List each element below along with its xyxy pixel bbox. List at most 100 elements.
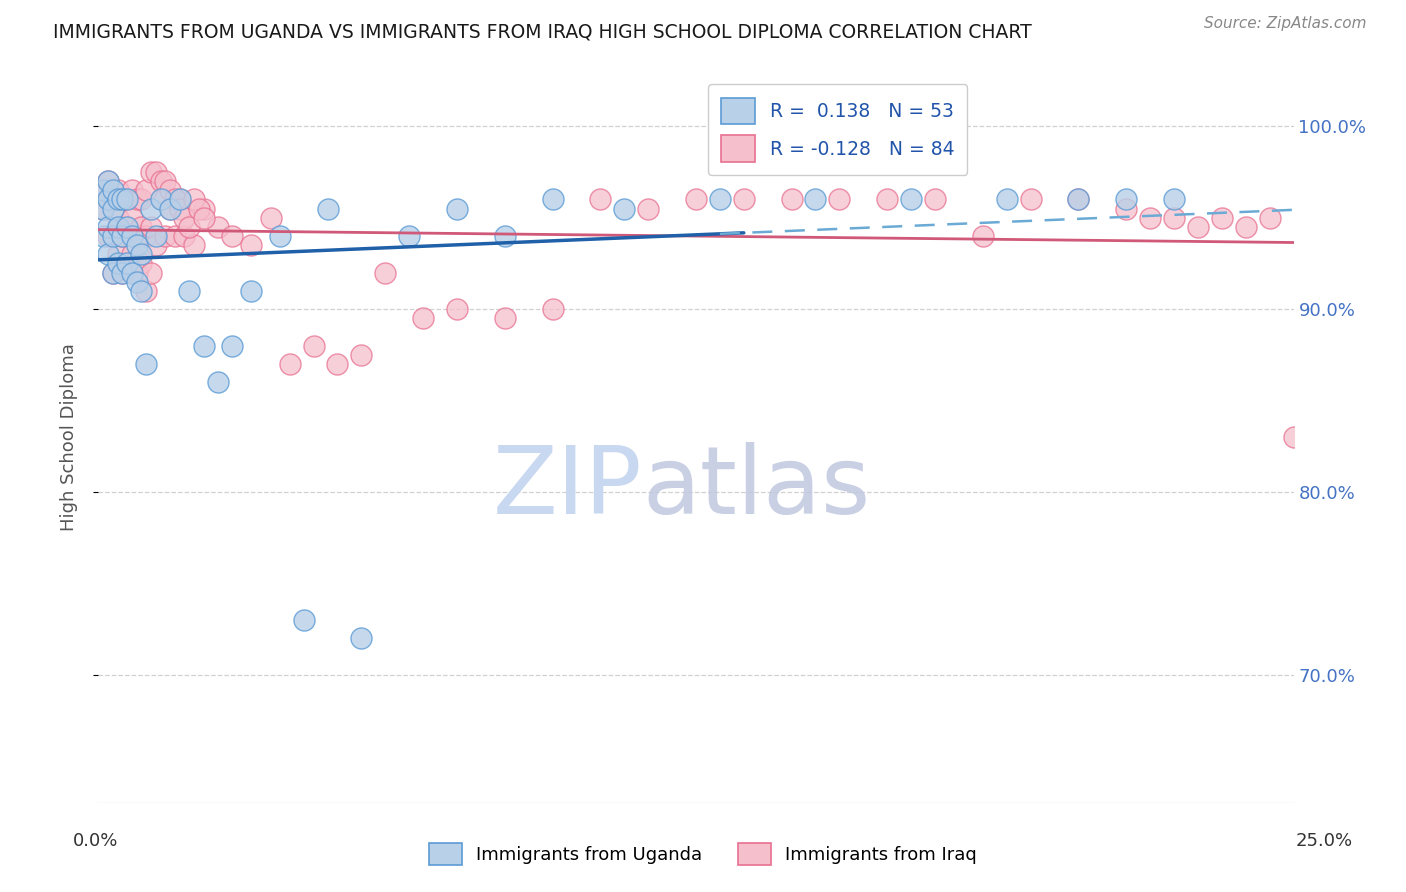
Point [115, 256, 138, 270]
Point [107, 192, 129, 206]
Point [107, 256, 129, 270]
Point [97, 219, 120, 234]
Point [121, 265, 143, 279]
Point [101, 228, 124, 243]
Point [541, 301, 564, 316]
Point [91, 183, 114, 197]
Point [240, 238, 263, 252]
Point [115, 256, 138, 270]
Point [972, 228, 994, 243]
Point [101, 265, 124, 279]
Point [446, 301, 468, 316]
Point [780, 192, 803, 206]
Point [589, 192, 612, 206]
Point [131, 247, 153, 261]
Point [169, 202, 191, 216]
Point [278, 357, 301, 371]
Point [292, 613, 315, 627]
Point [145, 228, 167, 243]
Point [139, 202, 162, 216]
Point [97, 174, 120, 188]
Point [1139, 211, 1161, 225]
Point [159, 183, 181, 197]
Point [1211, 211, 1233, 225]
Point [107, 211, 129, 225]
Point [398, 228, 420, 243]
Point [101, 265, 124, 279]
Point [101, 202, 124, 216]
Point [139, 265, 162, 279]
Point [97, 247, 120, 261]
Point [91, 228, 114, 243]
Point [121, 247, 143, 261]
Point [1067, 192, 1090, 206]
Point [111, 192, 134, 206]
Point [1163, 211, 1185, 225]
Point [101, 192, 124, 206]
Point [183, 192, 205, 206]
Point [179, 219, 201, 234]
Point [828, 192, 851, 206]
Point [637, 202, 659, 216]
Point [125, 265, 148, 279]
Point [1115, 202, 1137, 216]
Point [494, 228, 516, 243]
Point [121, 183, 143, 197]
Point [302, 338, 325, 352]
Point [1163, 192, 1185, 206]
Point [101, 183, 124, 197]
Point [107, 183, 129, 197]
Y-axis label: High School Diploma: High School Diploma [59, 343, 77, 531]
Point [135, 284, 157, 298]
Point [350, 631, 373, 645]
Point [207, 375, 229, 389]
Point [1282, 430, 1305, 444]
Point [1019, 192, 1042, 206]
Point [131, 284, 153, 298]
Point [115, 219, 138, 234]
Point [169, 192, 191, 206]
Legend: R =  0.138   N = 53, R = -0.128   N = 84: R = 0.138 N = 53, R = -0.128 N = 84 [707, 85, 967, 175]
Point [97, 192, 120, 206]
Point [269, 228, 291, 243]
Text: Source: ZipAtlas.com: Source: ZipAtlas.com [1204, 16, 1367, 31]
Point [193, 338, 215, 352]
Point [125, 238, 148, 252]
Point [159, 202, 181, 216]
Text: 0.0%: 0.0% [73, 831, 118, 849]
Point [145, 165, 167, 179]
Point [240, 284, 263, 298]
Point [101, 228, 124, 243]
Point [111, 265, 134, 279]
Point [350, 348, 373, 362]
Point [155, 174, 177, 188]
Point [131, 219, 153, 234]
Point [155, 228, 177, 243]
Point [97, 192, 120, 206]
Point [1187, 219, 1209, 234]
Point [1234, 219, 1257, 234]
Point [145, 238, 167, 252]
Text: IMMIGRANTS FROM UGANDA VS IMMIGRANTS FROM IRAQ HIGH SCHOOL DIPLOMA CORRELATION C: IMMIGRANTS FROM UGANDA VS IMMIGRANTS FRO… [53, 22, 1032, 41]
Point [709, 192, 731, 206]
Point [121, 211, 143, 225]
Point [107, 219, 129, 234]
Point [541, 192, 564, 206]
Point [207, 219, 229, 234]
Point [1067, 192, 1090, 206]
Point [91, 183, 114, 197]
Point [139, 219, 162, 234]
Point [149, 192, 172, 206]
Point [97, 228, 120, 243]
Point [1258, 211, 1281, 225]
Point [193, 211, 215, 225]
Text: ZIP: ZIP [492, 442, 643, 534]
Point [221, 228, 243, 243]
Point [111, 265, 134, 279]
Point [135, 357, 157, 371]
Point [121, 228, 143, 243]
Point [173, 211, 195, 225]
Point [326, 357, 349, 371]
Point [259, 211, 281, 225]
Point [179, 284, 201, 298]
